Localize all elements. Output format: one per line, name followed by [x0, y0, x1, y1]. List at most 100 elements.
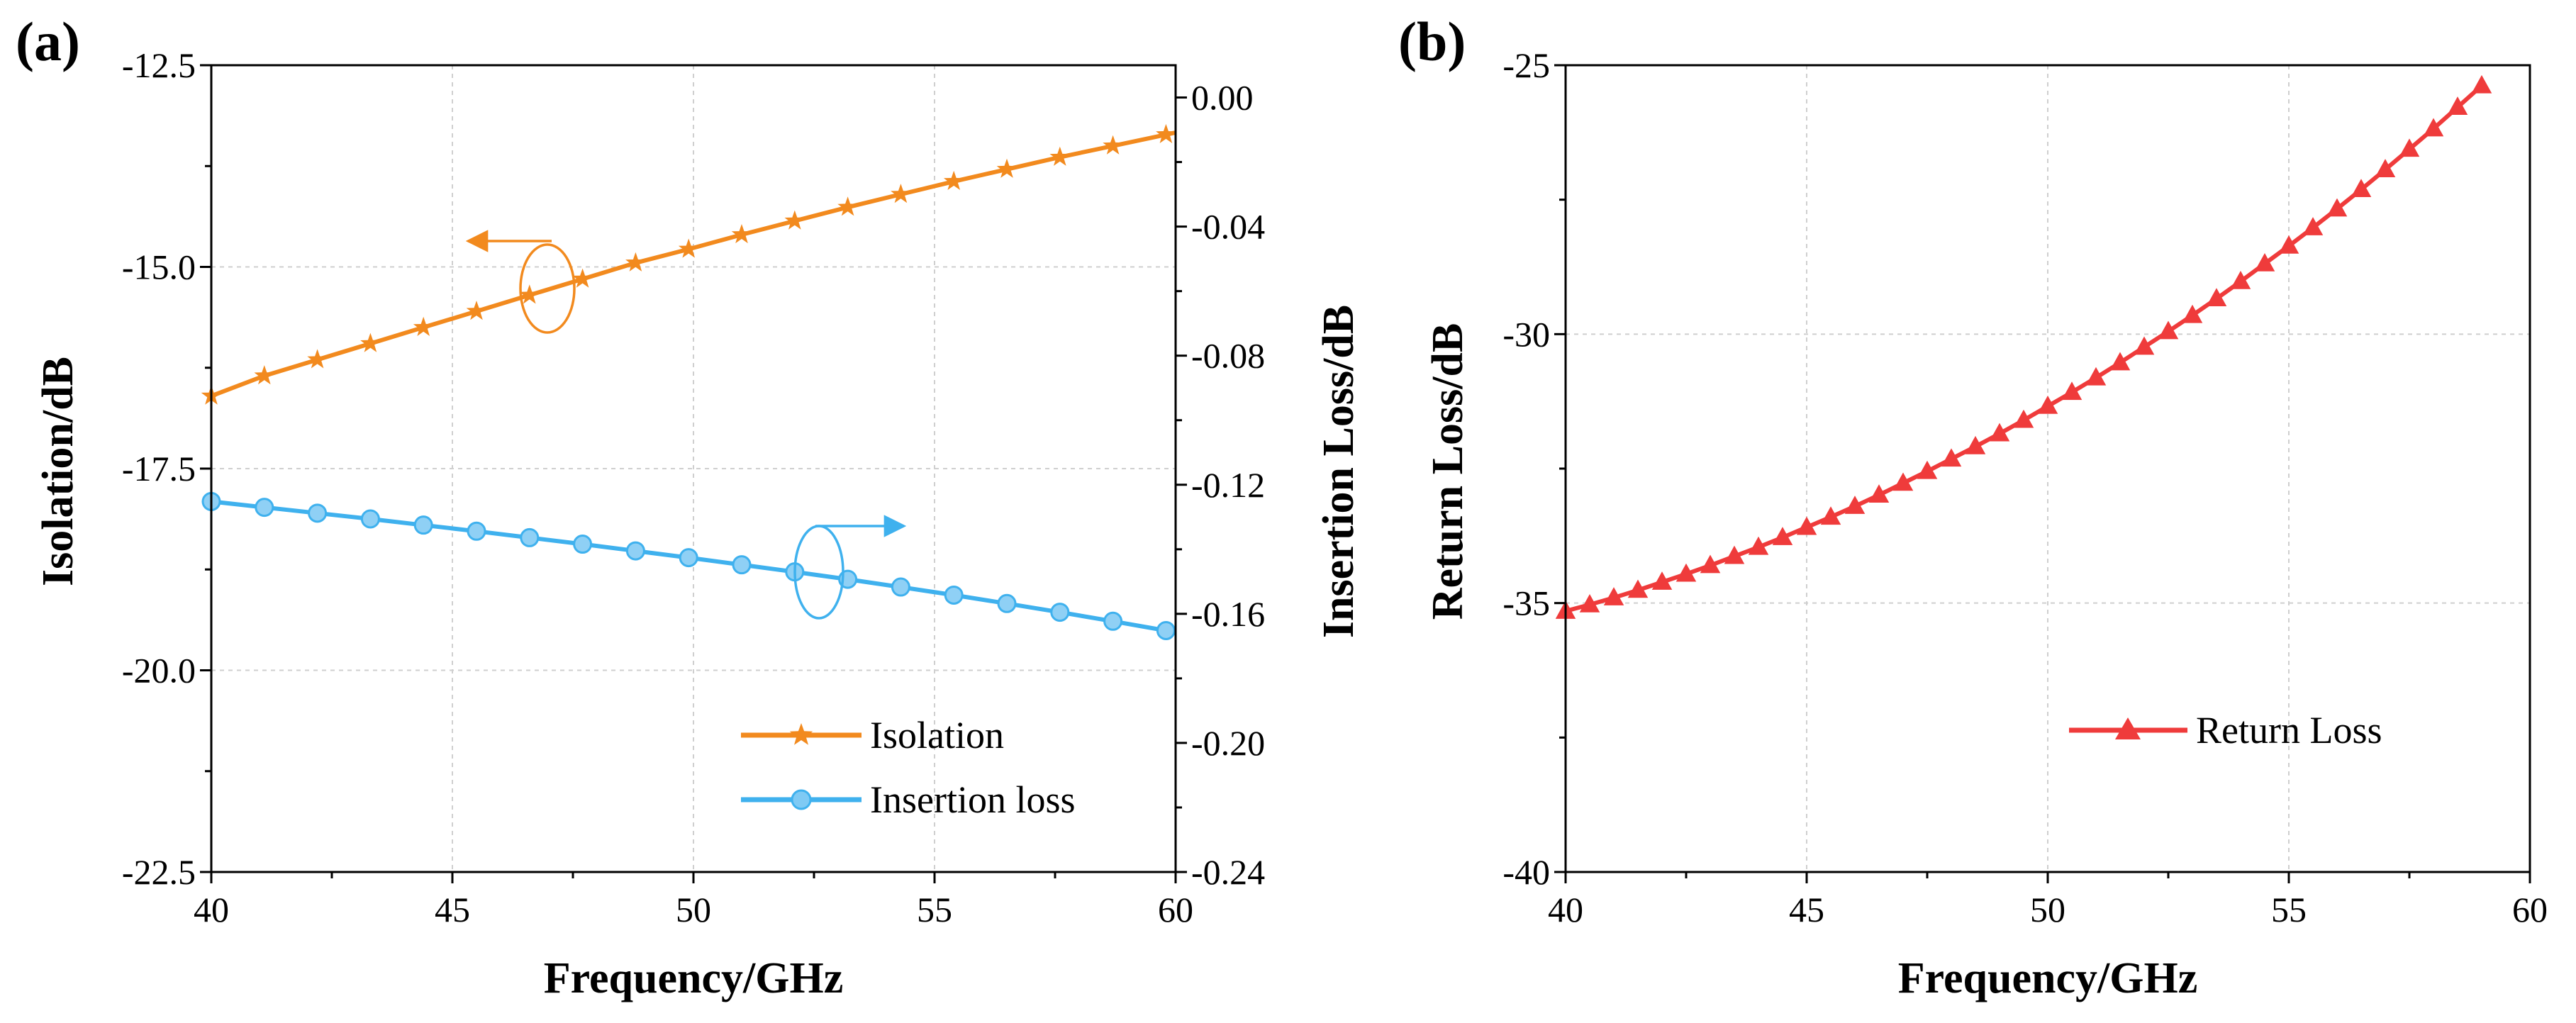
return-loss-data-point — [2013, 409, 2034, 428]
x-tick-label: 50 — [2030, 890, 2065, 929]
x-tick-label: 60 — [1158, 890, 1193, 929]
panel-a-right-axis-title: Insertion Loss/dB — [1315, 305, 1363, 638]
insertion-loss-data-point — [891, 577, 910, 597]
y-tick-label: -40 — [1502, 852, 1550, 892]
return-loss-line — [1565, 84, 2483, 613]
panel-a-series — [201, 123, 1176, 641]
panel-b-series — [1555, 74, 2492, 619]
isolation-data-point — [519, 284, 540, 304]
isolation-data-point — [784, 210, 805, 230]
legend-isolation-label: Isolation — [870, 714, 1004, 756]
y-right-tick-label: -0.24 — [1191, 852, 1265, 892]
legend-insertion-label: Insertion loss — [870, 778, 1076, 821]
x-tick-label: 40 — [1548, 890, 1583, 929]
y-right-tick-label: -0.04 — [1191, 207, 1265, 247]
return-loss-data-point — [2399, 138, 2420, 157]
insertion-loss-data-point — [413, 515, 433, 535]
return-loss-data-point — [2061, 381, 2082, 401]
isolation-data-point — [413, 316, 434, 336]
return-loss-data-point — [1675, 563, 1697, 582]
y-left-tick-label: -15.0 — [122, 247, 196, 287]
return-loss-data-point — [2085, 367, 2107, 386]
return-loss-data-point — [2037, 395, 2058, 414]
panel-a-legend: Isolation Insertion loss — [741, 714, 1076, 821]
legend-item-isolation: Isolation — [741, 714, 1004, 756]
isolation-data-point — [572, 268, 593, 288]
isolation-data-point — [678, 238, 699, 258]
return-loss-data-point — [1892, 472, 1914, 491]
return-loss-data-point — [1772, 527, 1793, 545]
insertion-loss-data-point — [997, 593, 1017, 613]
return-loss-data-point — [1627, 579, 1649, 598]
panel-b-chart: (b) 40 45 50 55 60 -40 -35 -30 -25 Return Loss F… — [1398, 11, 2548, 1002]
y-tick-label: -35 — [1502, 583, 1550, 623]
insertion-loss-data-point — [520, 527, 540, 547]
panel-a-left-axis-title: Isolation/dB — [34, 357, 82, 586]
y-right-tick-label: -0.08 — [1191, 336, 1265, 376]
insertion-loss-data-point — [467, 521, 486, 541]
isolation-data-point — [1049, 146, 1071, 166]
return-loss-data-point — [2302, 217, 2324, 235]
return-loss-data-point — [2182, 304, 2203, 323]
return-loss-data-point — [1820, 506, 1841, 525]
y-left-tick-label: -12.5 — [122, 45, 196, 85]
panel-b-legend: Return Loss — [2069, 709, 2382, 751]
isolation-data-point — [943, 170, 964, 190]
isolation-data-point — [837, 196, 858, 216]
panel-a-grid — [211, 65, 1176, 872]
return-loss-data-point — [1579, 593, 1600, 613]
y-tick-label: -30 — [1502, 314, 1550, 354]
insertion-loss-data-point — [1050, 603, 1070, 622]
return-loss-data-point — [2254, 252, 2275, 272]
isolation-data-point — [1156, 123, 1176, 143]
x-tick-label: 60 — [2512, 890, 2548, 929]
insertion-loss-data-point — [1156, 621, 1176, 641]
return-loss-data-point — [2326, 198, 2348, 217]
insertion-loss-data-point — [573, 535, 593, 554]
y-right-tick-label: -0.16 — [1191, 594, 1265, 634]
legend-isolation-star-marker — [789, 723, 813, 745]
x-tick-label: 45 — [435, 890, 470, 929]
legend-return-loss-label: Return Loss — [2196, 709, 2382, 751]
panel-b-label: (b) — [1398, 11, 1466, 72]
return-loss-data-point — [1724, 545, 1745, 564]
return-loss-data-point — [2109, 352, 2131, 371]
isolation-data-point — [360, 332, 381, 352]
isolation-data-point — [254, 365, 275, 385]
x-tick-label: 55 — [917, 890, 952, 929]
y-left-tick-label: -20.0 — [122, 651, 196, 691]
insertion-loss-data-point — [360, 509, 380, 529]
panel-b-x-axis-title: Frequency/GHz — [1898, 954, 2197, 1002]
return-loss-data-point — [2230, 270, 2251, 289]
return-loss-data-point — [2375, 159, 2396, 177]
panel-a-chart: (a) 40 45 50 55 60 -22.5 -20.0 -17.5 -15.0 -12.5 -… — [16, 11, 1363, 1002]
y-tick-label: -25 — [1502, 45, 1550, 85]
legend-item-insertion-loss: Insertion loss — [741, 778, 1076, 821]
isolation-data-point — [891, 184, 911, 203]
y-right-tick-label: -0.20 — [1191, 723, 1265, 763]
return-loss-data-point — [2447, 96, 2468, 115]
return-loss-data-point — [2158, 320, 2179, 340]
x-tick-label: 45 — [1789, 890, 1824, 929]
isolation-data-point — [996, 158, 1017, 178]
return-loss-data-point — [2351, 179, 2372, 198]
panel-a-x-axis-title: Frequency/GHz — [544, 954, 843, 1002]
return-loss-data-point — [1844, 496, 1866, 514]
return-loss-data-point — [1941, 448, 1962, 467]
isolation-data-point — [625, 252, 646, 272]
x-tick-label: 50 — [676, 890, 711, 929]
insertion-loss-data-point — [732, 555, 752, 575]
insertion-loss-data-point — [944, 585, 964, 605]
isolation-data-point — [731, 224, 752, 244]
isolation-data-point — [1103, 135, 1123, 155]
panel-b-y-axis-title: Return Loss/dB — [1424, 323, 1472, 620]
return-loss-data-point — [1748, 536, 1769, 555]
legend-return-loss-triangle-marker — [2115, 717, 2141, 739]
return-loss-data-point — [1796, 516, 1817, 535]
return-loss-data-point — [1651, 571, 1673, 590]
isolation-axis-indicator — [465, 230, 576, 334]
y-left-tick-label: -17.5 — [122, 449, 196, 488]
insertion-loss-axis-indicator — [793, 515, 907, 620]
return-loss-data-point — [2471, 74, 2492, 94]
return-loss-data-point — [2134, 336, 2155, 355]
